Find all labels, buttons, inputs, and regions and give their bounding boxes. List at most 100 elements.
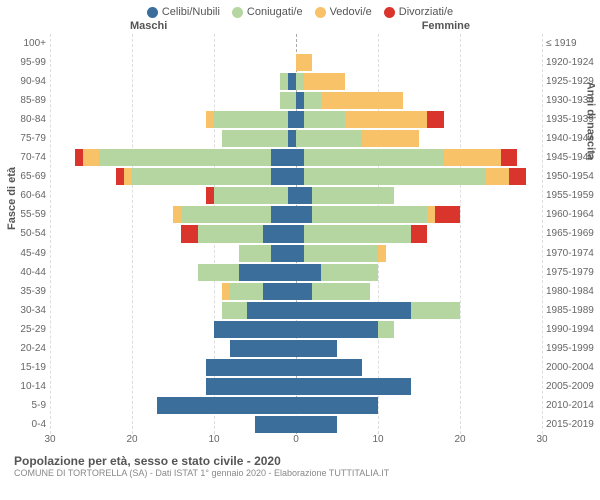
birth-year-label: 1925-1929	[546, 76, 598, 87]
female-bar	[296, 149, 542, 166]
bar-segment	[321, 264, 378, 281]
bar-segment	[411, 302, 460, 319]
bar-segment	[288, 130, 296, 147]
female-bar	[296, 340, 542, 357]
bar-segment	[304, 245, 378, 262]
bar-segment	[214, 111, 288, 128]
bar-segment	[304, 149, 443, 166]
bar-segment	[288, 111, 296, 128]
birth-year-label: 1945-1949	[546, 152, 598, 163]
legend-label: Coniugati/e	[247, 6, 303, 18]
bar-segment	[83, 149, 99, 166]
bar-segment	[99, 149, 271, 166]
bar-segment	[345, 111, 427, 128]
age-row: 45-491970-1974	[50, 244, 542, 263]
male-bar	[50, 149, 296, 166]
male-bar	[50, 264, 296, 281]
birth-year-label: 1940-1944	[546, 133, 598, 144]
bar-segment	[296, 206, 312, 223]
bar-segment	[362, 130, 419, 147]
bar-segment	[288, 187, 296, 204]
female-bar	[296, 130, 542, 147]
bar-segment	[263, 225, 296, 242]
bar-segment	[198, 264, 239, 281]
footer-title: Popolazione per età, sesso e stato civil…	[14, 454, 590, 468]
bar-segment	[304, 73, 345, 90]
legend-swatch	[384, 7, 395, 18]
bar-segment	[206, 378, 296, 395]
male-bar	[50, 397, 296, 414]
bar-segment	[296, 168, 304, 185]
birth-year-label: 1975-1979	[546, 267, 598, 278]
bar-segment	[378, 245, 386, 262]
legend-item: Celibi/Nubili	[147, 6, 220, 18]
legend: Celibi/NubiliConiugati/eVedovi/eDivorzia…	[0, 0, 600, 20]
male-bar	[50, 168, 296, 185]
age-label: 50-54	[6, 228, 46, 239]
age-row: 15-192000-2004	[50, 358, 542, 377]
gender-labels: Maschi Femmine	[0, 20, 600, 34]
age-row: 5-92010-2014	[50, 396, 542, 415]
female-bar	[296, 225, 542, 242]
female-bar	[296, 111, 542, 128]
bar-segment	[296, 283, 312, 300]
bar-segment	[296, 92, 304, 109]
legend-swatch	[315, 7, 326, 18]
age-row: 20-241995-1999	[50, 339, 542, 358]
bar-segment	[247, 302, 296, 319]
birth-year-label: 1930-1934	[546, 95, 598, 106]
x-tick-label: 10	[208, 434, 219, 445]
bar-segment	[296, 397, 378, 414]
female-label: Femmine	[422, 20, 470, 32]
age-label: 45-49	[6, 248, 46, 259]
bar-segment	[296, 54, 312, 71]
legend-swatch	[147, 7, 158, 18]
female-bar	[296, 378, 542, 395]
bar-segment	[214, 187, 288, 204]
age-label: 65-69	[6, 171, 46, 182]
bar-segment	[304, 225, 411, 242]
age-row: 95-991920-1924	[50, 53, 542, 72]
age-label: 80-84	[6, 114, 46, 125]
birth-year-label: 1920-1924	[546, 57, 598, 68]
age-label: 70-74	[6, 152, 46, 163]
bar-segment	[230, 340, 296, 357]
bar-segment	[296, 378, 411, 395]
x-axis: 3020100102030	[50, 434, 542, 450]
bar-segment	[206, 187, 214, 204]
age-label: 95-99	[6, 57, 46, 68]
age-row: 65-691950-1954	[50, 167, 542, 186]
male-bar	[50, 206, 296, 223]
bar-segment	[198, 225, 264, 242]
x-tick-label: 0	[293, 434, 299, 445]
age-row: 90-941925-1929	[50, 72, 542, 91]
bar-segment	[312, 206, 427, 223]
male-bar	[50, 416, 296, 433]
bar-segment	[312, 283, 369, 300]
birth-year-label: 2010-2014	[546, 400, 598, 411]
bar-segment	[296, 245, 304, 262]
legend-label: Divorziati/e	[399, 6, 453, 18]
male-bar	[50, 225, 296, 242]
bar-segment	[255, 416, 296, 433]
bar-segment	[271, 149, 296, 166]
bar-segment	[181, 206, 271, 223]
birth-year-label: 1950-1954	[546, 171, 598, 182]
female-bar	[296, 359, 542, 376]
bar-segment	[271, 206, 296, 223]
age-row: 30-341985-1989	[50, 301, 542, 320]
birth-year-label: 2015-2019	[546, 419, 598, 430]
birth-year-label: 1980-1984	[546, 286, 598, 297]
chart-footer: Popolazione per età, sesso e stato civil…	[0, 450, 600, 478]
bar-segment	[206, 359, 296, 376]
age-label: 0-4	[6, 419, 46, 430]
bar-segment	[304, 111, 345, 128]
age-label: 55-59	[6, 209, 46, 220]
x-tick-label: 10	[372, 434, 383, 445]
age-row: 50-541965-1969	[50, 224, 542, 243]
age-label: 40-44	[6, 267, 46, 278]
male-bar	[50, 340, 296, 357]
age-row: 35-391980-1984	[50, 282, 542, 301]
bar-segment	[222, 283, 230, 300]
footer-subtitle: COMUNE DI TORTORELLA (SA) - Dati ISTAT 1…	[14, 468, 590, 478]
